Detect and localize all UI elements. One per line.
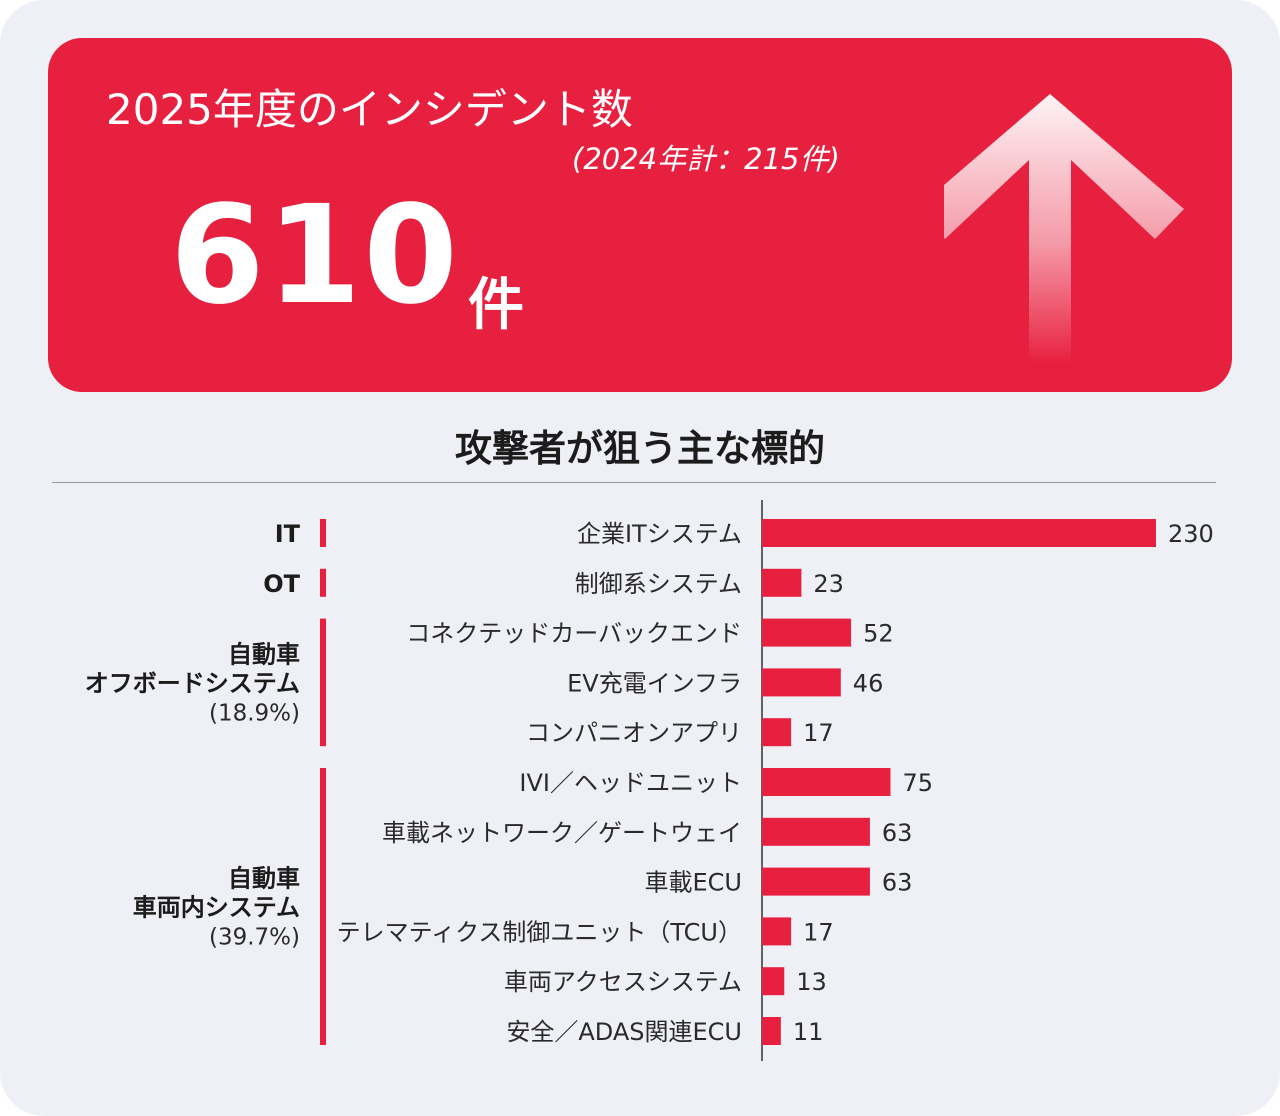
group-percent: (18.9%) [209,700,300,726]
group-bracket [320,519,326,547]
banner-previous-year: (2024年計：215件) [572,142,840,176]
group-label: 車両内システム [133,894,300,922]
bar-6 [762,817,870,846]
bar-9 [762,967,785,996]
category-label: コンパニオンアプリ [526,719,742,747]
bar-1 [762,568,802,597]
value-label: 17 [803,918,834,946]
chart-title: 攻撃者が狙う主な標的 [455,427,825,470]
bar-8 [762,917,792,946]
category-label: 企業ITシステム [577,520,742,548]
divider [52,482,1216,483]
value-label: 17 [803,719,834,747]
incident-count: 610 [170,177,460,335]
bar-3 [762,668,841,697]
category-label: 車載ネットワーク／ゲートウェイ [382,819,742,847]
value-label: 52 [863,620,894,648]
category-label: 車両アクセスシステム [504,968,742,996]
category-label: テレマティクス制御ユニット（TCU） [337,918,742,946]
bar-0 [762,519,1156,547]
group-label: IT [275,520,301,548]
group-label: オフボードシステム [85,669,300,697]
category-label: 車載ECU [645,869,743,897]
value-label: 23 [813,570,844,598]
incident-count-unit: 件 [468,273,524,338]
group-bracket [320,568,326,597]
value-label: 11 [793,1018,824,1046]
group-bracket [320,618,326,747]
bar-2 [762,618,852,647]
category-label: 制御系システム [575,570,742,598]
value-label: 230 [1168,520,1214,548]
bar-5 [762,768,891,796]
group-label: 自動車 [228,640,300,668]
bar-7 [762,867,870,896]
category-label: コネクテッドカーバックエンド [406,620,742,648]
category-label: 安全／ADAS関連ECU [506,1018,742,1046]
group-label: 自動車 [228,865,300,893]
value-label: 13 [796,968,827,996]
bar-4 [762,718,792,747]
value-label: 63 [882,869,913,897]
value-label: 63 [882,819,913,847]
incident-count-banner: 2025年度のインシデント数 (2024年計：215件) 610 件 [48,38,1232,392]
category-label: EV充電インフラ [567,669,742,697]
group-percent: (39.7%) [209,925,300,951]
banner-title: 2025年度のインシデント数 [106,85,633,134]
group-bracket [320,768,326,1045]
bar-10 [762,1017,781,1045]
up-arrow-icon [944,94,1184,364]
target-bar-chart: 企業ITシステム 230 制御系システム 23 コネクテッドカーバックエンド 52 EV充電… [85,500,1214,1061]
value-label: 75 [902,769,933,797]
category-label: IVI／ヘッドユニット [519,769,742,797]
group-label: OT [263,570,300,598]
value-label: 46 [853,669,884,697]
